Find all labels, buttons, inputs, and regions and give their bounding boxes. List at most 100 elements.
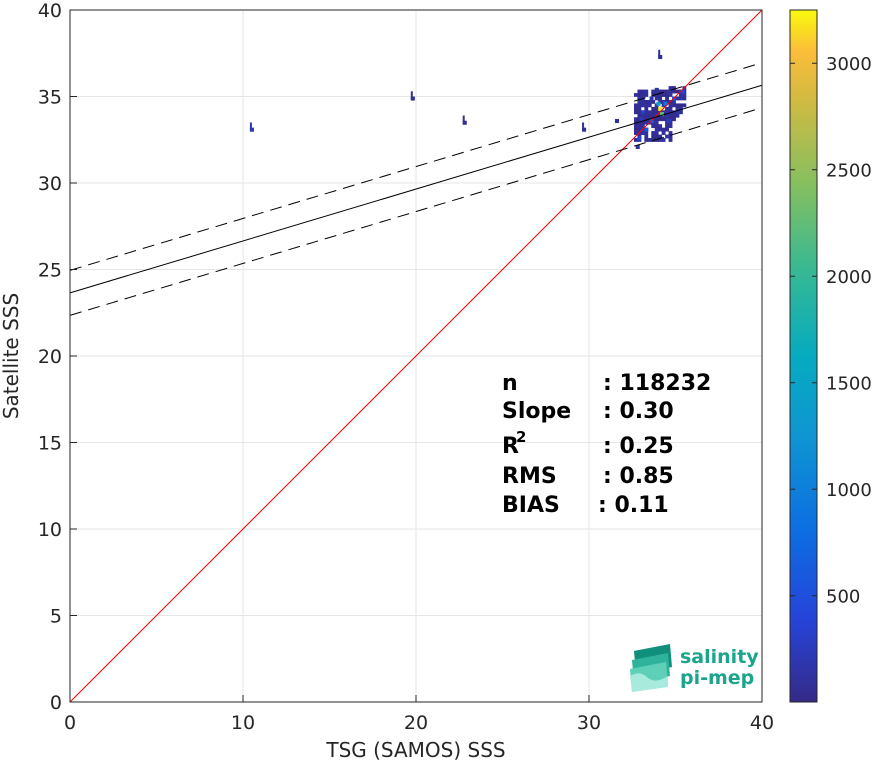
density-bin [644, 89, 649, 94]
density-bin [672, 117, 676, 122]
density-bin [658, 124, 663, 129]
density-bin [651, 106, 656, 111]
density-bin [651, 99, 656, 104]
density-bin [637, 93, 642, 97]
density-bin [668, 86, 673, 90]
density-bin [633, 138, 638, 142]
density-bin [672, 103, 676, 108]
logo-line-salinity: salinity [680, 646, 759, 668]
density-bin [658, 93, 663, 97]
stat-value: : 0.25 [603, 434, 674, 459]
density-bin [637, 113, 642, 118]
colorbar-tick-label: 2500 [826, 161, 872, 182]
y-tick-label: 35 [38, 87, 62, 109]
density-bin [654, 131, 659, 135]
density-bin [633, 117, 638, 122]
x-axis-title: TSG (SAMOS) SSS [325, 738, 505, 762]
density-bin [644, 138, 649, 142]
density-bin [675, 96, 680, 101]
density-bin [644, 120, 649, 125]
y-tick-label: 10 [38, 519, 62, 541]
y-tick-label: 25 [38, 260, 62, 282]
colorbar-tick-label: 1000 [826, 480, 872, 501]
density-bin [651, 89, 656, 94]
density-bin [654, 124, 659, 129]
density-bin [668, 89, 673, 94]
stat-label-superscript: 2 [516, 428, 526, 446]
density-bin [644, 106, 649, 111]
density-cluster [614, 118, 620, 124]
y-tick-label: 15 [38, 433, 62, 455]
density-bin [640, 120, 645, 125]
density-cluster-tail [582, 122, 585, 132]
density-cluster [635, 144, 640, 149]
colorbar-tick-label: 3000 [826, 54, 872, 75]
density-cluster [249, 127, 254, 132]
density-bin [654, 93, 659, 97]
density-bin [640, 93, 645, 97]
density-bin [647, 110, 652, 115]
density-bin [654, 106, 659, 111]
regression-lower-bound [69, 107, 763, 316]
density-bin [661, 89, 666, 94]
x-tick-label: 0 [64, 712, 76, 734]
density-bin [651, 134, 656, 139]
regression-upper-bound [69, 62, 763, 271]
density-bin [633, 131, 638, 135]
density-bin [665, 113, 669, 118]
stat-value: : 0.85 [603, 464, 674, 489]
density-cluster [637, 136, 642, 141]
density-bin [640, 99, 645, 104]
density-bin [640, 113, 645, 118]
density-bin [640, 131, 645, 135]
density-bin [633, 106, 638, 111]
density-bin [675, 89, 680, 94]
density-bin [668, 124, 673, 129]
density-bin [672, 113, 676, 118]
density-bin [665, 110, 669, 115]
y-tick-label: 40 [38, 0, 62, 22]
stat-label: BIAS [502, 493, 560, 518]
density-bin [665, 127, 669, 132]
density-bin [668, 131, 673, 135]
density-cluster-tail [658, 49, 661, 59]
x-tick-label: 30 [577, 712, 601, 734]
density-bin [644, 117, 649, 122]
density-bin [668, 134, 673, 139]
y-tick-label: 20 [38, 346, 62, 368]
density-bin [665, 89, 669, 94]
density-bin [654, 96, 659, 101]
density-cluster [656, 101, 661, 106]
regression-line [69, 84, 763, 294]
density-bin [651, 110, 656, 115]
density-bin [658, 117, 663, 122]
y-tick-label: 5 [50, 606, 62, 628]
statistics-block: n: 118232 Slope: 0.30 R2: 0.25 RMS: 0.85 BIA… [502, 371, 711, 518]
density-bin [678, 106, 683, 111]
stat-value: : 0.11 [598, 493, 669, 518]
density-bin [682, 93, 687, 97]
density-bin [647, 103, 652, 108]
density-bin [678, 93, 683, 97]
density-bin [675, 106, 680, 111]
density-cluster [659, 112, 664, 117]
colorbar-tick-label: 1500 [826, 374, 872, 395]
density-bin [661, 117, 666, 122]
density-bin [644, 113, 649, 118]
density-bin [668, 138, 673, 142]
x-axis-ticks: 0 10 20 30 40 [64, 695, 774, 734]
density-cluster [410, 96, 415, 101]
density-bin [682, 96, 687, 101]
density-bin [665, 134, 669, 139]
salinity-pimep-logo: salinity pi-mep [630, 644, 759, 692]
density-bin [661, 93, 666, 97]
density-bin [682, 103, 687, 108]
density-bin [637, 127, 642, 132]
stat-value: : 0.30 [603, 399, 674, 424]
density-bin [665, 124, 669, 129]
density-bin [658, 89, 663, 94]
density-cluster [654, 87, 659, 92]
density-bin [647, 138, 652, 142]
logo-line-pimep: pi-mep [680, 667, 754, 689]
